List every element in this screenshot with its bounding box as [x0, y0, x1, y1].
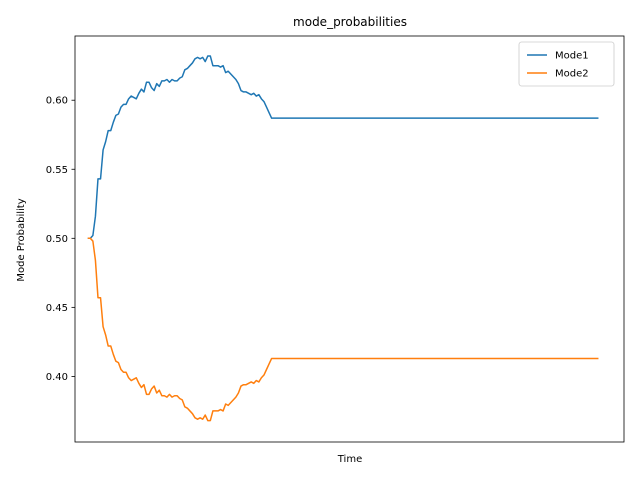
legend: Mode1 Mode2: [518, 41, 615, 87]
y-tick-label: 0.40: [46, 372, 68, 383]
y-tick-label: 0.45: [46, 303, 68, 314]
legend-label-mode2: Mode2: [555, 69, 589, 80]
y-tick-label: 0.55: [46, 165, 68, 176]
axes-frame: [74, 35, 625, 443]
plot-area: 0.40 0.45 0.50 0.55 0.60: [46, 35, 625, 443]
chart-title: mode_probabilities: [293, 15, 407, 29]
series-line-mode2: [87, 237, 599, 422]
series-line-mode1: [87, 55, 599, 240]
y-tick-label: 0.50: [46, 234, 68, 245]
x-axis-label: Time: [337, 454, 362, 465]
y-tick-label: 0.60: [46, 96, 68, 107]
legend-label-mode1: Mode1: [555, 51, 589, 62]
legend-box: [518, 41, 615, 87]
y-axis-label: Mode Probability: [16, 198, 27, 281]
